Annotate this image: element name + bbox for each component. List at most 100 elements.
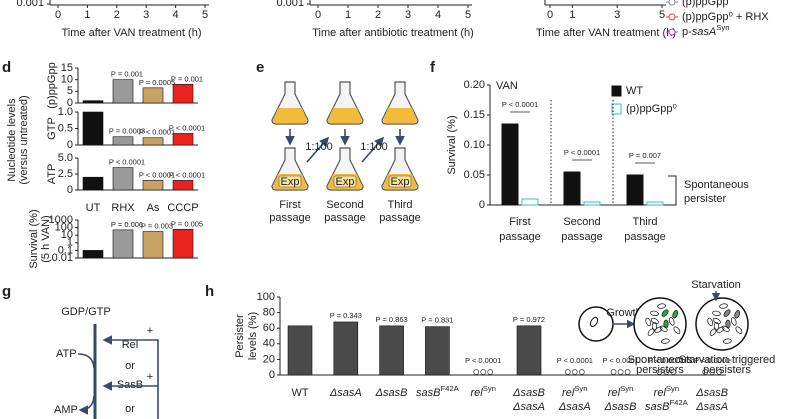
x-tick-label: 5 [202, 9, 208, 21]
y-tick-label: 0 [269, 369, 275, 381]
x-tick-label: 0 [55, 9, 61, 21]
x-axis-label: Time after VAN treatment (h) [536, 27, 676, 39]
italic-segment: ΔsasA [558, 401, 591, 413]
x-tick-label: 1 [345, 9, 351, 21]
panel-letter: h [205, 283, 214, 300]
cell [589, 316, 599, 328]
flask-label: Exp [391, 176, 410, 188]
italic-segment: sasA [692, 26, 716, 38]
cell [723, 309, 731, 317]
y-tick-label: 0 [67, 184, 73, 196]
enzyme: SasB [117, 379, 143, 391]
y-tick-label: 10 [61, 74, 73, 86]
x-tick-label: CCCP [167, 202, 198, 214]
cell [654, 326, 663, 333]
italic-segment: ΔsasB [695, 387, 728, 399]
cell [673, 326, 681, 334]
cell [645, 317, 652, 327]
substrate: GDP/GTP [61, 306, 111, 318]
bar [142, 180, 164, 191]
x-tick-label: passage [624, 231, 666, 243]
passage-label: passage [324, 212, 366, 224]
x-tick-label: ΔsasA [695, 401, 728, 413]
replicate [480, 369, 487, 375]
bar [112, 167, 134, 191]
p-value: P < 0.0001 [564, 148, 600, 157]
replicate [571, 369, 578, 375]
panel-letter: e [256, 59, 264, 76]
y-tick-label: 0.05 [464, 169, 485, 181]
replicate [663, 369, 670, 375]
cell [734, 310, 741, 319]
flask-medium [328, 108, 362, 123]
y-tick-label: 5 [67, 85, 73, 97]
cell [650, 317, 659, 325]
y-axis-label: ATP [46, 164, 58, 185]
y-tick-label: 20 [263, 353, 275, 365]
panel-letter: g [2, 283, 11, 300]
cell [719, 303, 728, 309]
superscript: Syn [574, 384, 587, 393]
legend-label: p-sasASyn [682, 23, 730, 38]
x-tick-label: ΔsasA [558, 401, 591, 413]
x-tick-label: 4 [173, 9, 179, 21]
cell [647, 328, 655, 336]
spontaneous-label: persisters [636, 364, 684, 376]
x-tick-label: ΔsasB [375, 387, 408, 399]
exp-box [333, 175, 357, 188]
x-tick-label: sasBF42A [645, 398, 689, 413]
bar [142, 231, 164, 259]
bar [563, 171, 581, 206]
p-value: P < 0.0001 [557, 356, 593, 365]
y-axis-label: GTP [46, 117, 58, 140]
cell-culture [633, 297, 687, 351]
donor: ATP [56, 348, 77, 360]
superscript: Syn [666, 384, 679, 393]
passage-label: passage [269, 212, 311, 224]
group-label: Nucleotide levels [6, 98, 18, 182]
replicate [610, 369, 617, 375]
p-value: P < 0.0001 [139, 170, 175, 179]
y-tick-label: 1000 [49, 214, 73, 226]
bar [112, 79, 134, 104]
y-tick-label: 0.20 [464, 79, 485, 91]
bar [142, 137, 164, 146]
y-axis-label: levels (%) [247, 312, 259, 360]
y-tick-label: 15 [61, 62, 73, 74]
bar [172, 180, 194, 191]
triggered-label: Starvation-triggered [679, 354, 776, 366]
y-tick-label: 10 [61, 229, 73, 241]
p-value: P < 0.0001 [169, 170, 205, 179]
bar [583, 201, 601, 206]
legend-marker [668, 0, 676, 6]
p-value: P < 0.0001 [694, 356, 730, 365]
y-tick-label: 0.01 [52, 252, 73, 264]
x-tick-label: Second [563, 216, 600, 228]
cell [712, 317, 721, 325]
x-tick-label: First [509, 216, 530, 228]
p-value: P < 0.0001 [169, 123, 205, 132]
p-value: P = 0.007 [629, 151, 661, 160]
replicate [624, 369, 631, 375]
y-axis-label: Persister [234, 314, 246, 358]
x-tick-label: 2 [375, 9, 381, 21]
cell [661, 309, 669, 317]
flask-medium [273, 108, 307, 123]
arrow [306, 136, 330, 163]
x-tick-label: relSyn [562, 384, 587, 399]
panel-letter: f [430, 59, 436, 76]
superscript: Syn [483, 384, 496, 393]
y-tick-label: 0.5 [58, 122, 73, 134]
italic-segment: ΔsasA [329, 387, 362, 399]
y-axis-label: (5 h VAN) [40, 215, 52, 262]
y-axis-label: Survival (%) [28, 209, 40, 268]
exp-box [278, 175, 302, 188]
italic-segment: rel [608, 387, 621, 399]
x-tick-label: ΔsasB [695, 387, 728, 399]
p-value: P = 0.005 [171, 219, 203, 228]
x-tick-label: 0 [315, 9, 321, 21]
exp-box [388, 175, 412, 188]
y-tick-label: 80 [263, 307, 275, 319]
replicate [473, 369, 480, 375]
y-axis-label: Survival (%) [446, 115, 458, 174]
